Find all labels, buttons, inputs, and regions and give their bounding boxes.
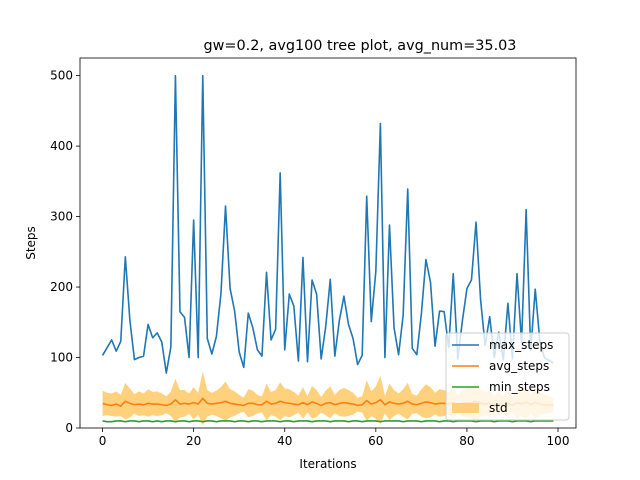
- y-tick-label: 300: [50, 210, 73, 224]
- legend-label: std: [489, 401, 508, 415]
- y-axis-label: Steps: [24, 226, 38, 260]
- x-tick-label: 20: [186, 434, 201, 448]
- y-axis-ticks: 0 100 200 300 400 500: [50, 69, 80, 435]
- x-tick-label: 0: [99, 434, 107, 448]
- x-axis-label: Iterations: [299, 457, 356, 471]
- y-tick-label: 500: [50, 69, 73, 83]
- legend-box: [445, 332, 570, 421]
- legend-label: avg_steps: [489, 359, 549, 373]
- min-steps-line: [102, 420, 554, 423]
- legend-swatch: [452, 403, 479, 413]
- legend-label: max_steps: [489, 338, 553, 352]
- std-band: [102, 371, 554, 426]
- axes-frame: [79, 57, 577, 429]
- x-tick-label: 40: [277, 434, 292, 448]
- x-axis-ticks: 0 20 40 60 80 100: [99, 428, 570, 448]
- y-tick-label: 100: [50, 351, 73, 365]
- plot-area: [101, 74, 554, 426]
- max-steps-line: [101, 74, 554, 374]
- x-tick-label: 80: [459, 434, 474, 448]
- y-tick-label: 0: [65, 421, 73, 435]
- y-tick-label: 200: [50, 280, 73, 294]
- chart-title: gw=0.2, avg100 tree plot, avg_num=35.03: [204, 38, 517, 54]
- x-tick-label: 100: [547, 434, 570, 448]
- legend-label: min_steps: [489, 380, 550, 394]
- x-tick-label: 60: [368, 434, 383, 448]
- y-tick-label: 400: [50, 139, 73, 153]
